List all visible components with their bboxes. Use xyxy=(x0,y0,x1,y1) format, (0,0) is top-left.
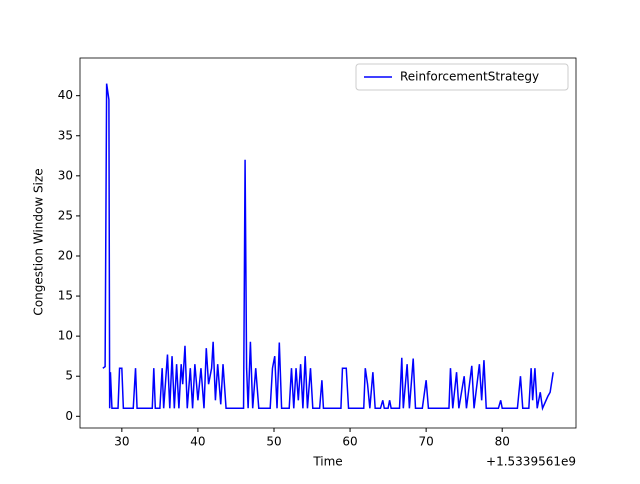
y-tick-label: 20 xyxy=(58,248,73,262)
y-tick-label: 0 xyxy=(65,409,73,423)
y-tick-label: 25 xyxy=(58,208,73,222)
data-line xyxy=(102,83,554,411)
legend-box xyxy=(355,63,569,91)
x-axis-label: Time xyxy=(312,455,342,469)
y-tick-label: 30 xyxy=(58,168,73,182)
y-tick-label: 15 xyxy=(58,289,73,303)
x-tick-label: 40 xyxy=(190,435,205,449)
y-tick-label: 10 xyxy=(58,329,73,343)
y-axis-label: Congestion Window Size xyxy=(32,168,46,315)
x-tick-label: 60 xyxy=(342,435,357,449)
x-tick-label: 30 xyxy=(114,435,129,449)
plot-frame xyxy=(79,57,577,429)
x-tick-label: 80 xyxy=(495,435,510,449)
y-tick-label: 35 xyxy=(58,128,73,142)
x-offset-label: +1.5339561e9 xyxy=(486,455,576,469)
y-tick-label: 40 xyxy=(58,88,73,102)
x-tick-label: 70 xyxy=(418,435,433,449)
legend-label: ReinforcementStrategy xyxy=(400,70,539,84)
y-tick-label: 5 xyxy=(65,369,73,383)
x-tick-label: 50 xyxy=(266,435,281,449)
